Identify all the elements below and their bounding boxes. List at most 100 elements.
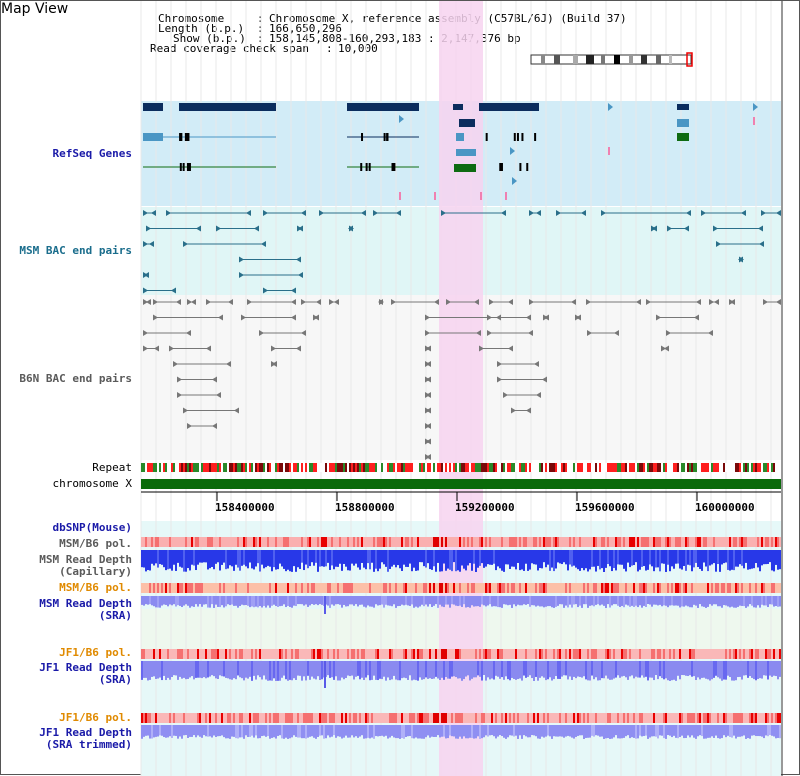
repeat-segment xyxy=(347,463,349,472)
polymorphism-cell xyxy=(747,649,749,659)
read-depth-bar xyxy=(277,550,279,570)
track-label-msm-b6-pol-1[interactable]: MSM/B6 pol. xyxy=(59,537,132,550)
polymorphism-cell xyxy=(761,583,763,593)
polymorphism-cell xyxy=(443,713,445,723)
read-depth-bar xyxy=(375,550,377,569)
read-depth-bar xyxy=(541,661,543,677)
polymorphism-cell xyxy=(507,649,509,659)
read-depth-bar xyxy=(147,596,149,605)
track-label-msm-depth-sra-1[interactable]: MSM Read Depth xyxy=(39,597,132,610)
read-depth-bar xyxy=(219,596,221,608)
read-depth-bar xyxy=(495,550,497,571)
track-label-msm-depth-cap-1[interactable]: MSM Read Depth xyxy=(39,553,132,566)
repeat-segment xyxy=(625,463,627,472)
polymorphism-cell xyxy=(539,537,541,547)
polymorphism-cell xyxy=(387,583,389,593)
read-depth-bar xyxy=(563,550,565,563)
track-label-msm-b6-pol-2[interactable]: MSM/B6 pol. xyxy=(59,581,132,594)
repeat-segment xyxy=(499,463,501,472)
polymorphism-cell xyxy=(569,537,571,547)
bac-end-arrow xyxy=(187,423,192,429)
polymorphism-cell xyxy=(769,583,771,593)
polymorphism-cell xyxy=(433,649,435,659)
polymorphism-cell xyxy=(425,713,427,723)
track-label-jf1-b6-pol-2[interactable]: JF1/B6 pol. xyxy=(59,711,132,724)
polymorphism-cell xyxy=(635,537,637,547)
read-depth-bar xyxy=(737,725,739,737)
polymorphism-cell xyxy=(435,649,437,659)
read-depth-bar xyxy=(161,661,163,681)
polymorphism-cell xyxy=(289,649,291,659)
ideogram-band xyxy=(614,55,620,64)
polymorphism-cell xyxy=(431,713,433,723)
polymorphism-cell xyxy=(195,713,197,723)
read-depth-bar xyxy=(701,725,703,737)
read-depth-bar xyxy=(263,661,265,676)
polymorphism-cell xyxy=(151,649,153,659)
polymorphism-cell xyxy=(273,713,275,723)
read-depth-bar xyxy=(343,661,345,680)
polymorphism-cell xyxy=(603,649,605,659)
polymorphism-cell xyxy=(165,583,167,593)
read-depth-bar xyxy=(657,596,659,606)
repeat-segment xyxy=(563,463,565,472)
read-depth-bar xyxy=(211,596,213,605)
read-depth-bar xyxy=(755,661,757,681)
repeat-segment xyxy=(285,463,287,472)
track-label-jf1-depth-sra-1[interactable]: JF1 Read Depth xyxy=(39,661,132,674)
read-depth-bar xyxy=(347,596,349,607)
track-label-jf1-b6-pol-1[interactable]: JF1/B6 pol. xyxy=(59,646,132,659)
read-depth-bar xyxy=(509,725,511,736)
read-depth-bar xyxy=(593,661,595,680)
read-depth-bar xyxy=(223,661,225,677)
polymorphism-cell xyxy=(641,649,643,659)
repeat-segment xyxy=(425,463,427,472)
track-label-refseq[interactable]: RefSeq Genes xyxy=(52,147,132,160)
polymorphism-cell xyxy=(623,583,625,593)
polymorphism-cell xyxy=(601,649,603,659)
repeat-segment xyxy=(779,463,781,472)
polymorphism-cell xyxy=(381,713,383,723)
gene-exon xyxy=(526,163,529,171)
polymorphism-cell xyxy=(573,713,575,723)
read-depth-bar xyxy=(411,596,413,605)
repeat-segment xyxy=(309,463,311,472)
bac-end-arrow xyxy=(212,376,217,383)
read-depth-bar xyxy=(529,725,531,738)
read-depth-bar xyxy=(489,725,491,736)
read-depth-bar xyxy=(497,725,499,737)
polymorphism-cell xyxy=(263,713,265,723)
read-depth-bar xyxy=(661,661,663,679)
read-depth-bar xyxy=(753,550,755,569)
read-depth-bar xyxy=(235,661,237,680)
polymorphism-cell xyxy=(739,649,741,659)
read-depth-bar xyxy=(271,725,273,738)
read-depth-bar xyxy=(619,596,621,607)
repeat-segment xyxy=(173,463,175,472)
polymorphism-cell xyxy=(731,649,733,659)
polymorphism-cell xyxy=(549,537,551,547)
polymorphism-cell xyxy=(481,537,483,547)
polymorphism-cell xyxy=(523,713,525,723)
read-depth-bar xyxy=(145,550,147,572)
track-label-msm-bac[interactable]: MSM BAC end pairs xyxy=(19,244,132,257)
read-depth-bar xyxy=(383,725,385,737)
read-depth-bar xyxy=(247,725,249,738)
read-depth-bar xyxy=(237,596,239,608)
polymorphism-cell xyxy=(343,583,345,593)
polymorphism-cell xyxy=(203,713,205,723)
track-label-jf1-depth-trim-1[interactable]: JF1 Read Depth xyxy=(39,726,132,739)
track-label-b6n-bac[interactable]: B6N BAC end pairs xyxy=(19,372,132,385)
polymorphism-cell xyxy=(609,713,611,723)
track-label-dbsnp[interactable]: dbSNP(Mouse) xyxy=(52,521,132,534)
read-depth-bar xyxy=(633,596,635,607)
polymorphism-cell xyxy=(567,537,569,547)
polymorphism-cell xyxy=(499,537,501,547)
polymorphism-cell xyxy=(563,583,565,593)
polymorphism-cell xyxy=(381,649,383,659)
read-depth-bar xyxy=(353,661,355,680)
polymorphism-cell xyxy=(145,713,147,723)
polymorphism-cell xyxy=(467,583,469,593)
read-depth-bar xyxy=(733,550,735,571)
